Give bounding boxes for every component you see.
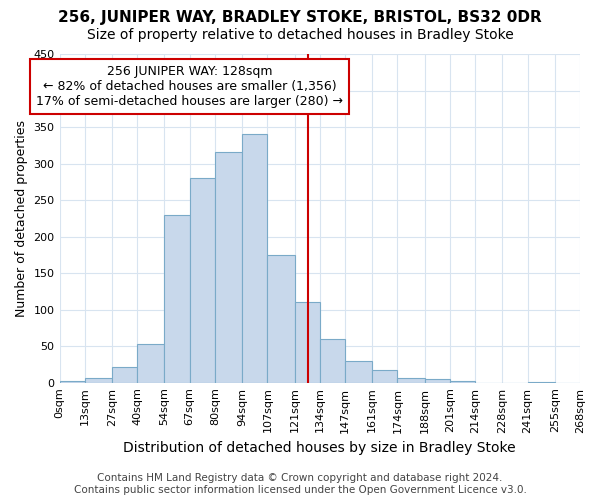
Bar xyxy=(397,378,425,382)
Bar xyxy=(85,378,112,382)
Bar xyxy=(164,214,190,382)
Bar xyxy=(425,379,450,382)
Bar xyxy=(59,381,85,382)
Y-axis label: Number of detached properties: Number of detached properties xyxy=(15,120,28,317)
Bar xyxy=(372,370,397,382)
Text: 256, JUNIPER WAY, BRADLEY STOKE, BRISTOL, BS32 0DR: 256, JUNIPER WAY, BRADLEY STOKE, BRISTOL… xyxy=(58,10,542,25)
Text: Contains HM Land Registry data © Crown copyright and database right 2024.
Contai: Contains HM Land Registry data © Crown c… xyxy=(74,474,526,495)
Bar xyxy=(112,366,137,382)
X-axis label: Distribution of detached houses by size in Bradley Stoke: Distribution of detached houses by size … xyxy=(124,441,516,455)
Bar xyxy=(295,302,320,382)
Bar xyxy=(215,152,242,382)
Bar xyxy=(450,381,475,382)
Bar xyxy=(320,339,345,382)
Text: 256 JUNIPER WAY: 128sqm
← 82% of detached houses are smaller (1,356)
17% of semi: 256 JUNIPER WAY: 128sqm ← 82% of detache… xyxy=(36,65,343,108)
Bar xyxy=(137,344,164,383)
Text: Size of property relative to detached houses in Bradley Stoke: Size of property relative to detached ho… xyxy=(86,28,514,42)
Bar xyxy=(345,361,372,382)
Bar xyxy=(268,255,295,382)
Bar xyxy=(190,178,215,382)
Bar xyxy=(242,134,268,382)
